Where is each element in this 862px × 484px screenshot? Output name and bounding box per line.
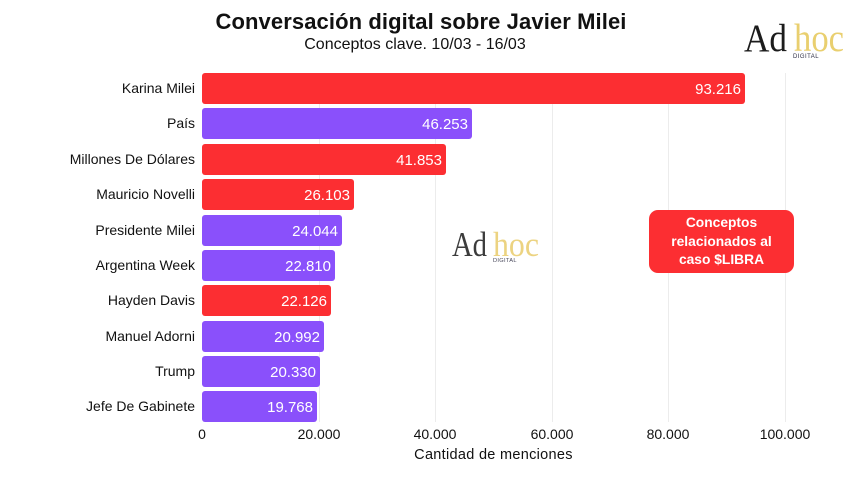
svg-text:DIGITAL: DIGITAL [793,54,819,60]
svg-text:hoc: hoc [493,225,539,264]
svg-text:hoc: hoc [794,17,844,60]
svg-text:DIGITAL: DIGITAL [493,258,517,264]
svg-text:Ad: Ad [744,17,787,60]
svg-text:Ad: Ad [452,225,487,264]
